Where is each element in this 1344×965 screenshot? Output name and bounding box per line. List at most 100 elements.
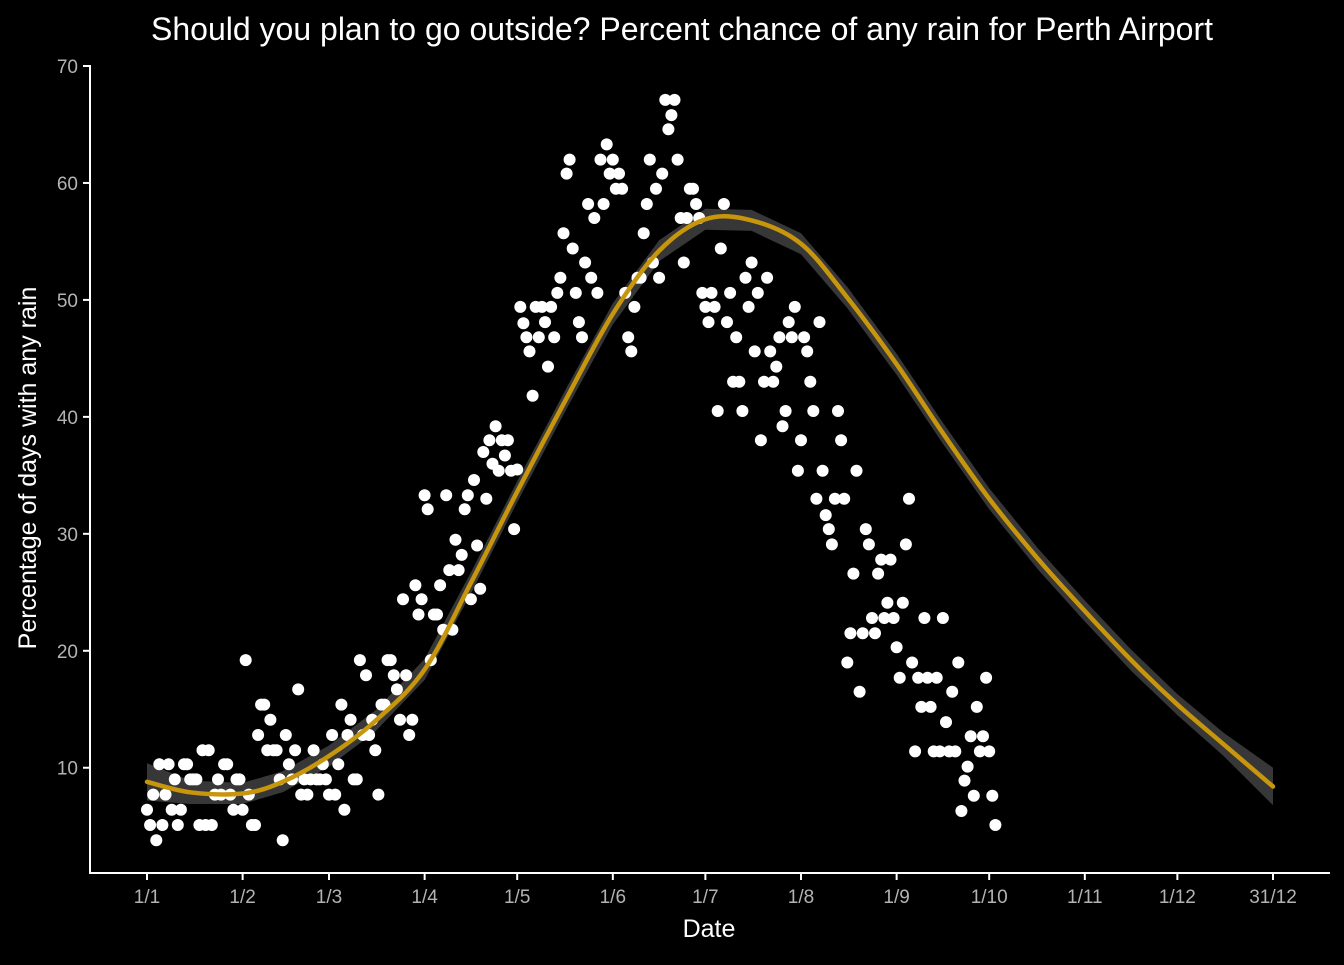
x-tick-label: 1/11 xyxy=(1067,887,1103,908)
data-point xyxy=(532,331,545,344)
data-point xyxy=(782,316,795,329)
data-point xyxy=(665,109,678,122)
data-point xyxy=(776,420,789,433)
data-point xyxy=(520,331,533,344)
data-point xyxy=(560,167,573,180)
data-point xyxy=(850,464,863,477)
data-point xyxy=(847,567,860,580)
data-point xyxy=(677,256,690,269)
data-point xyxy=(967,789,980,802)
data-point xyxy=(751,286,764,299)
data-point xyxy=(517,317,530,330)
data-point xyxy=(798,331,811,344)
data-point xyxy=(708,300,721,313)
data-point xyxy=(554,271,567,284)
data-point xyxy=(881,596,894,609)
data-point xyxy=(372,788,385,801)
data-point xyxy=(606,153,619,166)
data-point xyxy=(853,685,866,698)
data-point xyxy=(918,612,931,624)
y-tick-label: 30 xyxy=(57,525,78,546)
data-point xyxy=(841,656,854,669)
data-point xyxy=(832,405,844,417)
data-point xyxy=(168,773,181,786)
data-point xyxy=(637,227,650,240)
data-point xyxy=(501,434,514,447)
data-point xyxy=(884,553,897,566)
y-tick-label: 40 xyxy=(57,408,78,429)
data-point xyxy=(141,803,153,816)
data-point xyxy=(156,819,169,831)
data-point xyxy=(714,242,727,255)
smoother-layer xyxy=(144,214,1276,797)
data-point xyxy=(489,420,502,433)
data-point xyxy=(940,716,952,729)
data-point xyxy=(699,300,712,313)
data-point xyxy=(551,286,564,299)
data-point xyxy=(270,744,283,757)
data-point xyxy=(249,819,261,831)
data-point xyxy=(338,803,351,816)
data-point xyxy=(233,773,246,786)
data-point xyxy=(421,503,434,516)
data-point xyxy=(409,579,422,592)
data-point xyxy=(628,300,641,313)
data-point xyxy=(585,271,598,284)
data-point xyxy=(400,669,413,682)
data-point xyxy=(474,582,487,595)
data-point xyxy=(838,492,851,505)
data-point xyxy=(742,300,755,313)
data-point xyxy=(887,612,900,624)
data-point xyxy=(594,153,607,166)
y-tick-label: 50 xyxy=(57,291,78,312)
data-point xyxy=(412,608,425,621)
data-point xyxy=(924,700,937,713)
data-point xyxy=(468,474,480,486)
data-point xyxy=(363,729,376,741)
data-point xyxy=(508,523,521,536)
x-tick-label: 1/7 xyxy=(692,887,718,908)
data-point xyxy=(569,286,582,299)
data-point xyxy=(810,492,823,505)
data-point xyxy=(542,360,554,373)
data-point xyxy=(588,212,601,224)
data-point xyxy=(236,803,249,816)
x-tick-label: 1/9 xyxy=(883,887,909,908)
data-point xyxy=(721,316,733,329)
data-point xyxy=(668,93,681,106)
data-point xyxy=(369,744,382,757)
data-point xyxy=(770,360,783,373)
data-point xyxy=(745,256,758,269)
data-point xyxy=(980,671,993,684)
data-point xyxy=(600,138,613,151)
data-point xyxy=(483,434,496,447)
data-point xyxy=(332,758,345,771)
data-point xyxy=(739,271,752,284)
data-point xyxy=(933,745,946,758)
data-point xyxy=(181,758,194,771)
x-tick-label: 1/2 xyxy=(229,887,255,908)
data-point xyxy=(807,405,820,417)
smoother-line xyxy=(144,214,1276,797)
chart-title: Should you plan to go outside? Percent c… xyxy=(151,11,1213,47)
data-point xyxy=(165,803,178,816)
data-point xyxy=(791,464,804,477)
data-point xyxy=(390,683,403,696)
data-point xyxy=(616,182,629,195)
data-point xyxy=(455,548,468,561)
data-point xyxy=(576,331,588,344)
data-point xyxy=(764,345,777,358)
data-point xyxy=(458,503,471,516)
data-point xyxy=(449,533,462,546)
data-point xyxy=(202,744,215,757)
data-point xyxy=(640,198,653,210)
data-point xyxy=(276,834,289,847)
data-point xyxy=(961,760,974,773)
data-point xyxy=(264,713,277,726)
data-point xyxy=(591,286,604,299)
data-point xyxy=(875,553,888,566)
data-point xyxy=(174,803,187,816)
data-point xyxy=(415,593,428,606)
x-axis: 1/1 1/2 1/3 1/4 1/5 1/6 1/7 1/8 1/9 1/10 1/11 1/12 3… xyxy=(89,872,1330,908)
